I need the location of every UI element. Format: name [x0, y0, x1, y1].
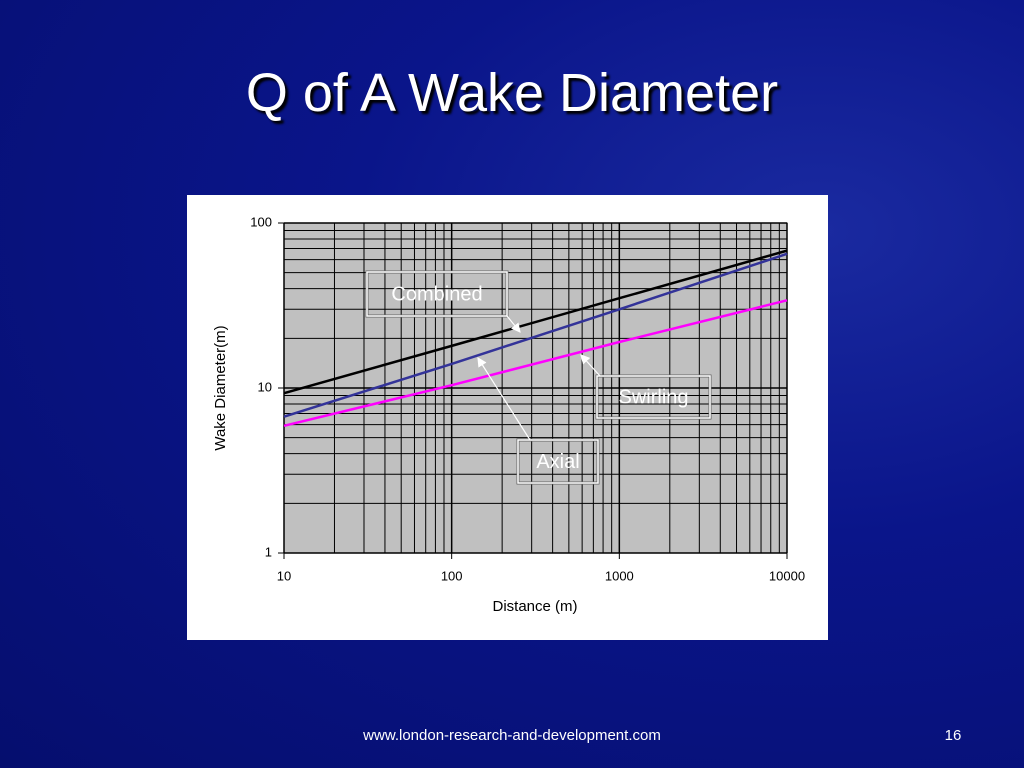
callout-box — [366, 271, 508, 317]
series-line — [283, 252, 788, 418]
slide-title: Q of A Wake Diameter — [245, 63, 779, 123]
page-number: 16 — [944, 727, 962, 744]
callout-arrow — [477, 356, 531, 441]
x-tick-label: 1000 — [605, 568, 634, 583]
x-tick-label: 10 — [277, 568, 291, 583]
x-tick-label: 10000 — [769, 568, 805, 583]
y-tick-label: 10 — [258, 379, 272, 394]
callout-box — [517, 439, 599, 484]
series-label: Swirling — [618, 386, 688, 408]
x-tick-label: 100 — [441, 568, 463, 583]
y-tick-label: 1 — [265, 544, 272, 559]
series-label: Axial — [536, 451, 579, 473]
series-line — [283, 299, 788, 428]
callout-box — [596, 375, 711, 419]
plot-border — [283, 222, 788, 554]
y-tick-label: 100 — [250, 214, 272, 229]
footer: www.london-research-and-development.com — [363, 727, 661, 744]
x-axis-label: Distance (m) — [492, 598, 577, 615]
y-axis-label: Wake Diameter(m) — [212, 325, 229, 450]
series-line — [283, 249, 788, 395]
callout-arrow — [506, 315, 521, 333]
callout-arrow — [580, 354, 601, 377]
series-label: Combined — [391, 283, 482, 305]
